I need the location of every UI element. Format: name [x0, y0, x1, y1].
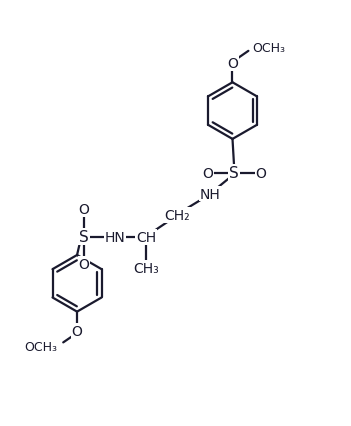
Text: O: O — [256, 167, 267, 180]
Text: O: O — [227, 57, 238, 71]
Text: CH₂: CH₂ — [164, 208, 190, 222]
Text: OCH₃: OCH₃ — [24, 340, 57, 353]
Text: S: S — [229, 166, 239, 181]
Text: CH₃: CH₃ — [133, 261, 159, 275]
Text: CH: CH — [136, 230, 156, 244]
Text: S: S — [79, 230, 89, 245]
Text: O: O — [202, 167, 213, 180]
Text: O: O — [72, 324, 82, 338]
Text: OCH₃: OCH₃ — [252, 42, 285, 55]
Text: O: O — [79, 258, 90, 272]
Text: O: O — [79, 203, 90, 216]
Text: HN: HN — [105, 230, 125, 244]
Text: NH: NH — [200, 187, 220, 201]
